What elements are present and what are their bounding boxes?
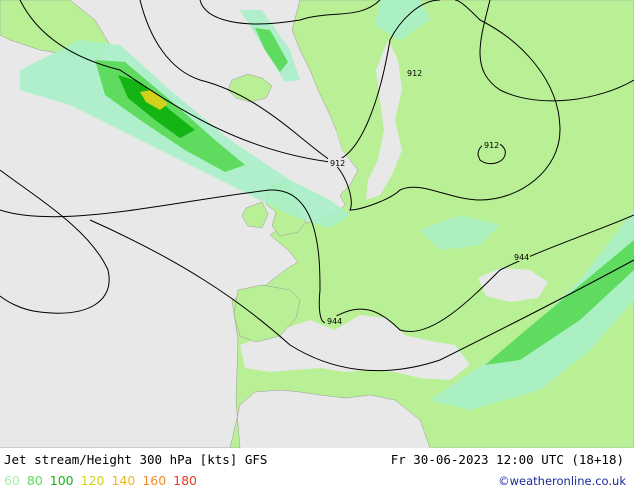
sea-mediterranean (240, 315, 470, 380)
legend-80: 80 (26, 473, 43, 488)
jet-band-60-north (375, 0, 430, 40)
legend-140: 140 (111, 473, 136, 488)
contour-label-944-b: 944 (327, 317, 342, 326)
contour-labels: 912 912 912 944 944 (325, 68, 530, 326)
legend-180: 180 (173, 473, 198, 488)
product-title: Jet stream/Height 300 hPa [kts] GFS (4, 452, 268, 467)
jet-band-60-balkan (420, 215, 500, 250)
contour-912-outer (139, 0, 561, 211)
contour-912-north (19, 0, 441, 163)
jet-band-80-norway (255, 28, 288, 72)
jet-band-80-east (485, 240, 634, 365)
legend-100: 100 (49, 473, 74, 488)
credit-link[interactable]: ©weatheronline.co.uk (498, 474, 626, 488)
contour-label-944-a: 944 (514, 253, 529, 262)
contour-top-right (479, 0, 634, 102)
contour-label-912-a: 912 (330, 159, 345, 168)
contour-label-912-b: 912 (407, 69, 422, 78)
contour-label-912-c: 912 (484, 141, 499, 150)
speed-legend: 60 80 100 120 140 160 180 (4, 473, 200, 488)
land-ireland (241, 201, 269, 229)
jet-band-60-east (430, 210, 634, 410)
jet-stream-bands (20, 0, 634, 410)
legend-120: 120 (80, 473, 105, 488)
contour-south (89, 219, 634, 372)
land-iberia (233, 284, 301, 343)
legend-160: 160 (142, 473, 167, 488)
sea-black (478, 268, 548, 302)
map-footer: Jet stream/Height 300 hPa [kts] GFS Fr 3… (0, 448, 634, 490)
weather-map: 912 912 912 944 944 (0, 0, 634, 448)
sea-north (295, 120, 350, 210)
sea-baltic (366, 40, 402, 200)
valid-time: Fr 30-06-2023 12:00 UTC (18+18) (390, 452, 624, 467)
legend-60: 60 (4, 473, 20, 488)
contour-low-west (0, 169, 110, 314)
contour-top-arc (199, 0, 381, 25)
map-canvas: 912 912 912 944 944 (0, 0, 634, 448)
jet-band-120-core (140, 90, 168, 110)
